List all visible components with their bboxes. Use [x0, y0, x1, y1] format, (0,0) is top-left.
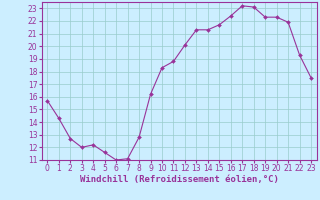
X-axis label: Windchill (Refroidissement éolien,°C): Windchill (Refroidissement éolien,°C) [80, 175, 279, 184]
